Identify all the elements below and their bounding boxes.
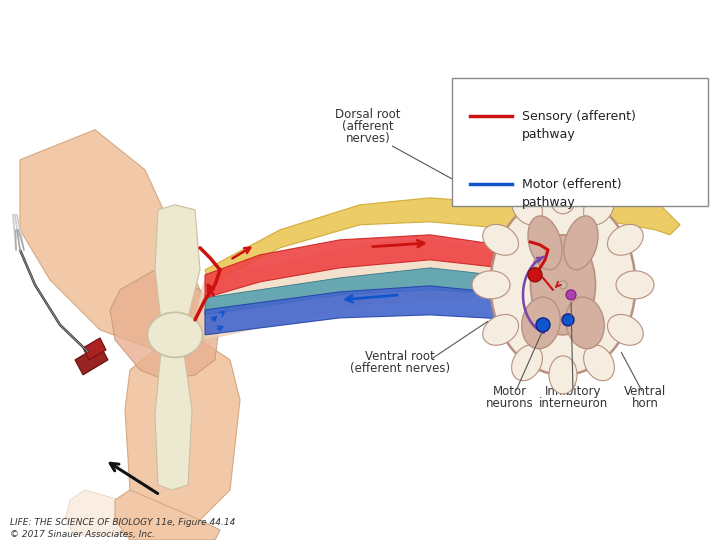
Text: Ventral root: Ventral root — [365, 350, 435, 363]
Ellipse shape — [584, 189, 614, 225]
Polygon shape — [195, 240, 530, 340]
Text: interneuron: interneuron — [539, 397, 608, 410]
Text: neurons: neurons — [486, 397, 534, 410]
Text: nerves): nerves) — [346, 132, 390, 145]
Text: pathway: pathway — [522, 196, 576, 209]
Text: LIFE: THE SCIENCE OF BIOLOGY 11e, Figure 44.14
© 2017 Sinauer Associates, Inc.: LIFE: THE SCIENCE OF BIOLOGY 11e, Figure… — [10, 518, 235, 539]
Ellipse shape — [549, 356, 577, 394]
Text: Dorsal root: Dorsal root — [336, 108, 401, 121]
Ellipse shape — [584, 345, 614, 381]
Polygon shape — [115, 490, 220, 540]
Ellipse shape — [616, 271, 654, 299]
Text: horn: horn — [631, 397, 658, 410]
Text: Dorsal: Dorsal — [616, 98, 654, 111]
Text: Sensory (afferent): Sensory (afferent) — [522, 110, 636, 123]
Ellipse shape — [512, 345, 542, 381]
Ellipse shape — [483, 225, 518, 255]
Polygon shape — [65, 490, 165, 535]
Ellipse shape — [512, 189, 542, 225]
Polygon shape — [205, 198, 540, 285]
Ellipse shape — [148, 312, 202, 357]
Polygon shape — [155, 205, 200, 330]
Polygon shape — [155, 340, 192, 490]
Text: matter: matter — [541, 107, 582, 120]
Polygon shape — [205, 268, 530, 315]
Polygon shape — [20, 130, 200, 350]
Ellipse shape — [566, 297, 604, 349]
Polygon shape — [75, 345, 108, 375]
Circle shape — [528, 268, 542, 282]
Polygon shape — [520, 200, 680, 235]
Polygon shape — [110, 270, 220, 380]
Text: (efferent nerves): (efferent nerves) — [350, 362, 450, 375]
Polygon shape — [205, 235, 530, 298]
Polygon shape — [205, 286, 530, 335]
Text: Figure 44.14  A Neural Network in the Spinal Cord Generates the Knee-Jerk Reflex: Figure 44.14 A Neural Network in the Spi… — [9, 8, 609, 23]
Text: White: White — [481, 94, 516, 108]
Text: pathway: pathway — [522, 128, 576, 141]
Ellipse shape — [531, 235, 595, 335]
Circle shape — [562, 314, 574, 326]
Text: matter: matter — [478, 107, 518, 120]
Ellipse shape — [564, 216, 598, 269]
Polygon shape — [83, 338, 106, 360]
Ellipse shape — [472, 271, 510, 299]
Ellipse shape — [608, 314, 643, 345]
Text: Motor (efferent): Motor (efferent) — [522, 178, 622, 191]
Bar — [452, 78, 708, 206]
Text: Ventral: Ventral — [624, 385, 666, 398]
Polygon shape — [125, 340, 240, 520]
Ellipse shape — [522, 297, 560, 349]
Circle shape — [566, 290, 576, 300]
Text: Inhibitory: Inhibitory — [545, 385, 601, 398]
Ellipse shape — [490, 195, 636, 375]
Text: Motor: Motor — [493, 385, 527, 398]
Text: (afferent: (afferent — [342, 120, 394, 133]
Ellipse shape — [549, 176, 577, 214]
Circle shape — [536, 318, 550, 332]
Text: Gray: Gray — [548, 94, 576, 108]
Ellipse shape — [528, 216, 562, 269]
Circle shape — [559, 281, 567, 289]
Text: horn: horn — [621, 110, 649, 123]
Ellipse shape — [483, 314, 518, 345]
Ellipse shape — [608, 225, 643, 255]
